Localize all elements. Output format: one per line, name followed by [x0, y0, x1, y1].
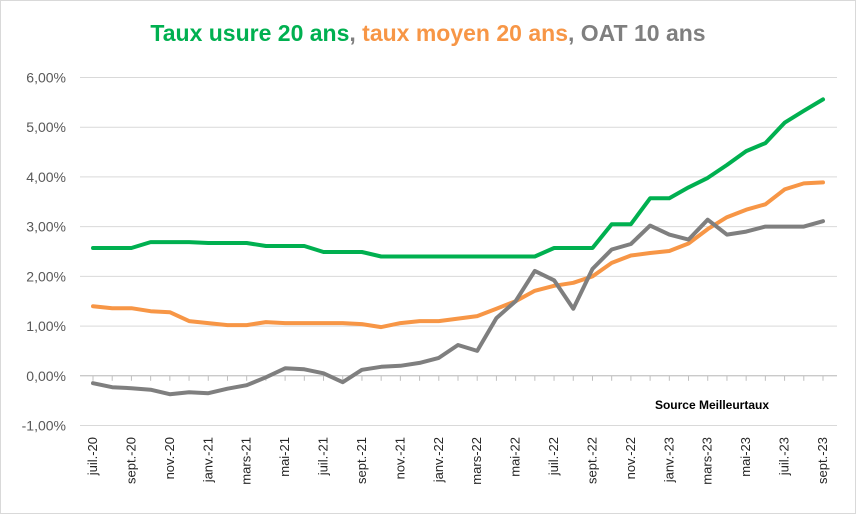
x-tick-label: nov.-21: [392, 437, 407, 479]
x-tick-label: mai-22: [508, 437, 523, 477]
x-tick-label: sept.-22: [584, 437, 599, 484]
series-lines: [91, 97, 825, 397]
source-annotation: Source Meilleurtaux: [655, 398, 769, 412]
title-part-2: taux moyen 20 ans: [362, 20, 568, 46]
title-part-3: ,: [567, 20, 581, 46]
title-part-4: OAT 10 ans: [580, 20, 706, 46]
series-line-2: [91, 217, 825, 397]
x-tick-label: sept.-21: [354, 437, 369, 484]
y-tick-label: -1,00%: [22, 418, 66, 434]
x-tick-label: janv.-23: [661, 437, 676, 483]
x-tick-label: mars-21: [239, 437, 254, 485]
x-tick-label: juil.-23: [777, 437, 792, 476]
x-tick-label: juil.-20: [85, 437, 100, 476]
x-tick-label: mai-23: [738, 437, 753, 477]
y-tick-label: 3,00%: [26, 219, 66, 235]
y-tick-label: 5,00%: [26, 119, 66, 135]
y-tick-label: 0,00%: [26, 368, 66, 384]
x-tick-label: mars-22: [469, 437, 484, 485]
series-line-0: [91, 97, 825, 259]
y-tick-label: 6,00%: [26, 70, 66, 86]
x-tick-label: nov.-22: [623, 437, 638, 479]
series-line-1: [91, 180, 825, 330]
x-tick-label: janv.-21: [200, 437, 215, 483]
gridlines: [80, 77, 837, 426]
title-part-1: ,: [349, 20, 363, 46]
x-tick-label: sept.-20: [123, 437, 138, 484]
chart-title: Taux usure 20 ans, taux moyen 20 ans, OA…: [0, 20, 856, 47]
x-tick-label: mars-23: [700, 437, 715, 485]
x-axis: [80, 375, 837, 381]
y-tick-label: 4,00%: [26, 169, 66, 185]
title-part-0: Taux usure 20 ans: [150, 20, 350, 46]
x-axis-ticks: juil.-20 sept.-20 nov.-20 janv.-21 mars-21 ma…: [85, 437, 830, 485]
y-tick-label: 2,00%: [26, 268, 66, 284]
y-axis-ticks: -1,00% 0,00% 1,00% 2,00% 3,00% 4,00% 5,00% 6,00…: [22, 70, 66, 434]
x-tick-label: nov.-20: [162, 437, 177, 479]
x-tick-label: sept.-23: [815, 437, 830, 484]
x-tick-label: juil.-22: [546, 437, 561, 476]
x-tick-label: janv.-22: [431, 437, 446, 483]
x-tick-label: juil.-21: [316, 437, 331, 476]
x-tick-label: mai-21: [277, 437, 292, 477]
y-tick-label: 1,00%: [26, 318, 66, 334]
